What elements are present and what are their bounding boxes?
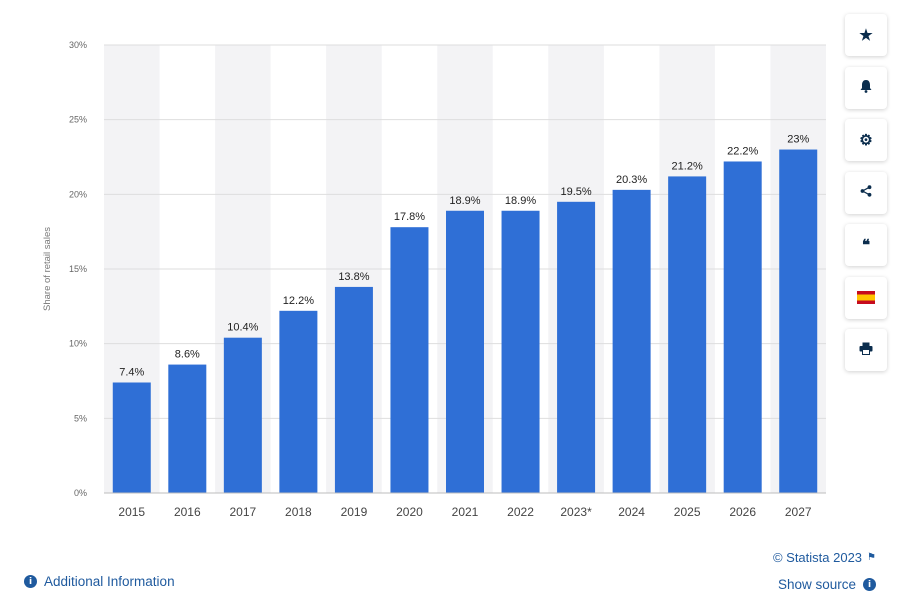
language-button[interactable] <box>845 276 887 319</box>
data-label: 10.4% <box>227 322 258 334</box>
settings-button[interactable]: ⚙ <box>845 119 887 161</box>
favorite-button[interactable]: ★ <box>845 14 887 56</box>
bar <box>446 210 484 493</box>
x-tick-label: 2020 <box>396 505 423 519</box>
x-tick-label: 2024 <box>618 505 645 519</box>
x-tick-label: 2027 <box>785 505 812 519</box>
x-tick-label: 2022 <box>507 505 534 519</box>
y-tick-label: 20% <box>69 189 87 199</box>
data-label: 22.2% <box>727 145 758 157</box>
bar <box>723 161 762 494</box>
x-tick-label: 2025 <box>674 505 701 519</box>
print-button[interactable] <box>845 329 887 371</box>
y-tick-label: 15% <box>69 264 87 274</box>
bar <box>557 201 596 494</box>
bar <box>112 382 151 493</box>
cite-button[interactable]: ❝ <box>845 224 887 266</box>
bar <box>390 227 429 494</box>
data-label: 19.5% <box>560 186 591 198</box>
star-icon: ★ <box>859 27 873 44</box>
bar <box>501 210 540 493</box>
x-tick-label: 2018 <box>285 505 312 519</box>
share-button[interactable] <box>845 171 887 214</box>
bar <box>279 310 318 493</box>
quote-icon: ❝ <box>861 237 871 254</box>
data-label: 7.4% <box>119 366 144 378</box>
credit-label: © Statista 2023 <box>772 550 863 565</box>
show-source-link[interactable]: Show source i <box>778 577 876 592</box>
x-tick-label: 2019 <box>341 505 368 519</box>
bar <box>612 189 651 493</box>
x-tick-label: 2015 <box>118 505 145 519</box>
info-icon: i <box>863 578 876 591</box>
additional-information-link[interactable]: i Additional Information <box>24 574 175 589</box>
data-label: 8.6% <box>175 349 200 361</box>
bar <box>779 149 818 494</box>
y-tick-label: 30% <box>69 40 87 50</box>
data-label: 12.2% <box>283 295 314 307</box>
bar <box>168 364 207 493</box>
share-icon <box>860 184 872 201</box>
show-source-label: Show source <box>777 577 856 592</box>
data-label: 18.9% <box>505 195 536 207</box>
x-tick-label: 2016 <box>174 505 201 519</box>
statista-credit: © Statista 2023 ⚑ <box>773 550 876 565</box>
data-label: 20.3% <box>616 174 647 186</box>
flag-icon: ⚑ <box>867 552 876 563</box>
bar <box>223 337 262 493</box>
data-label: 17.8% <box>394 211 425 223</box>
gear-icon: ⚙ <box>859 132 873 149</box>
additional-information-label: Additional Information <box>44 574 175 589</box>
bell-icon <box>860 79 872 97</box>
y-axis-title: Share of retail sales <box>42 227 53 311</box>
y-tick-label: 0% <box>74 488 87 498</box>
x-tick-label: 2021 <box>452 505 479 519</box>
bar <box>334 286 373 493</box>
y-tick-label: 5% <box>74 413 87 423</box>
data-label: 21.2% <box>672 160 703 172</box>
data-label: 13.8% <box>338 271 369 283</box>
data-label: 23% <box>787 134 809 146</box>
y-tick-label: 25% <box>69 115 87 125</box>
y-tick-label: 10% <box>69 339 87 349</box>
spain-flag-icon <box>857 291 875 304</box>
bar <box>668 176 707 493</box>
bar-chart: 0% 5% 10% 15% 20% 25% 30% Share of retail sales… <box>42 40 826 519</box>
print-icon <box>859 342 873 359</box>
chart-toolbar: ★ ⚙ ❝ <box>845 14 887 382</box>
x-tick-label: 2026 <box>729 505 756 519</box>
data-label: 18.9% <box>449 195 480 207</box>
x-tick-label: 2023* <box>560 505 592 519</box>
notification-button[interactable] <box>845 66 887 109</box>
info-icon: i <box>24 575 37 588</box>
x-tick-label: 2017 <box>229 505 256 519</box>
